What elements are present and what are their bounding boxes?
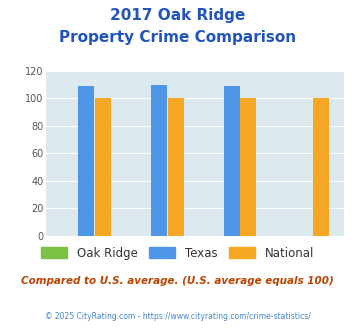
Bar xyxy=(168,98,184,236)
Text: Compared to U.S. average. (U.S. average equals 100): Compared to U.S. average. (U.S. average … xyxy=(21,276,334,285)
Bar xyxy=(78,86,94,236)
Bar xyxy=(224,86,240,236)
Text: © 2025 CityRating.com - https://www.cityrating.com/crime-statistics/: © 2025 CityRating.com - https://www.city… xyxy=(45,312,310,321)
Bar xyxy=(151,85,167,236)
Bar xyxy=(240,98,256,236)
Legend: Oak Ridge, Texas, National: Oak Ridge, Texas, National xyxy=(41,247,314,260)
Text: 2017 Oak Ridge: 2017 Oak Ridge xyxy=(110,8,245,23)
Bar xyxy=(95,98,111,236)
Bar xyxy=(313,98,329,236)
Text: Property Crime Comparison: Property Crime Comparison xyxy=(59,30,296,45)
